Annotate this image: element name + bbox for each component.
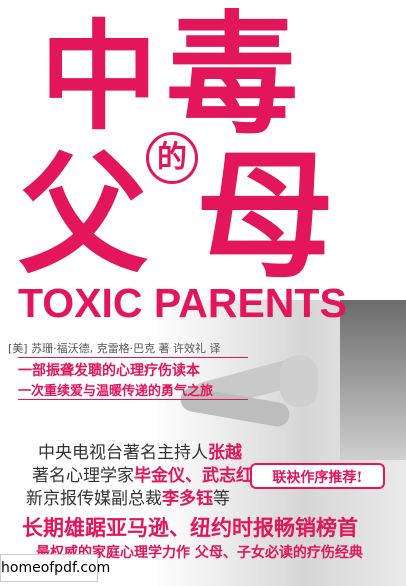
title-char-fu: 父 — [18, 139, 149, 291]
author-line: [美] 苏珊·福沃德, 克雷格·巴克 著 许效礼 译 — [8, 342, 221, 355]
recommender-3: 新京报传媒副总裁李多钰等 — [26, 491, 230, 508]
english-title: TOXIC PARENTS — [18, 280, 347, 326]
tagline-2: 一次重续爱与温暖传递的勇气之旅 — [18, 384, 214, 399]
recommender-2-name: 毕金仪、武志红 — [134, 466, 253, 486]
photo-shadow — [340, 300, 406, 460]
title-char-de-circle: 的 — [146, 132, 198, 184]
recommender-3-name: 李多钰 — [162, 489, 213, 509]
bestseller-headline: 长期雄踞亚马逊、纽约时报畅销榜首 — [22, 515, 358, 540]
recommender-1-name: 张越 — [208, 443, 242, 463]
recommender-3-suffix: 等 — [213, 489, 230, 509]
title-char-mu: 母 — [196, 136, 335, 297]
divider-bottom — [18, 399, 248, 400]
site-watermark[interactable]: homeofpdf.com — [0, 554, 110, 582]
recommender-3-prefix: 新京报传媒副总裁 — [26, 489, 162, 509]
photo-hand — [280, 355, 318, 407]
recommender-1-prefix: 中央电视台著名主持人 — [38, 443, 208, 463]
title-char-de: 的 — [157, 140, 187, 175]
recommender-1: 中央电视台著名主持人张越 — [38, 445, 242, 462]
bestseller-subline: 最权威的家庭心理学力作 父母、子女必读的疗伤经典 — [36, 545, 363, 561]
title-char-du: 毒 — [166, 0, 298, 153]
divider-top — [18, 357, 248, 358]
recommender-2: 著名心理学家毕金仪、武志红 — [32, 468, 253, 485]
tagline-1: 一部振聋发聩的心理疗伤读本 — [18, 363, 200, 379]
preface-badge: 联袂作序推荐! — [250, 463, 385, 489]
cover-photo — [150, 300, 406, 586]
title-char-zhong: 中 — [40, 8, 159, 146]
recommender-2-prefix: 著名心理学家 — [32, 466, 134, 486]
